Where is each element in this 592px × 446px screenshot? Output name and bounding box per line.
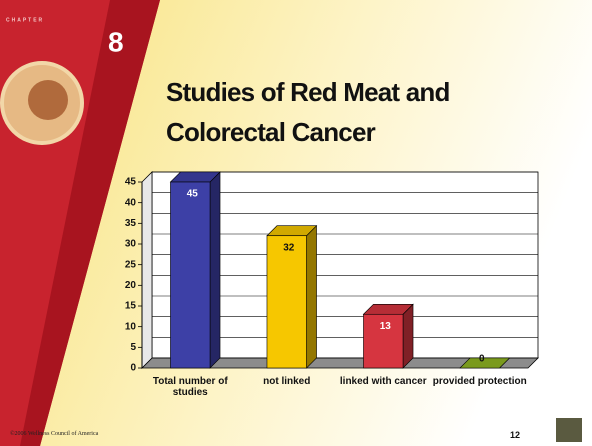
y-tick-label: 45	[125, 177, 137, 188]
bar	[169, 171, 221, 369]
x-tick-label: not linked	[263, 376, 311, 387]
portrait-face	[28, 80, 68, 120]
y-tick-label: 5	[130, 342, 136, 353]
data-label: 45	[187, 189, 199, 200]
side-wall	[141, 171, 153, 369]
chapter-label: CHAPTER	[6, 17, 44, 23]
y-tick-label: 20	[125, 280, 137, 291]
y-tick-label: 0	[130, 363, 136, 374]
y-tick-label: 15	[125, 301, 137, 312]
data-label: 32	[283, 242, 295, 253]
y-tick-label: 10	[125, 321, 137, 332]
x-tick-label: Total number of studies	[152, 376, 228, 398]
bar-side	[209, 171, 221, 369]
bar-side	[402, 303, 414, 369]
x-tick-label: linked with cancer	[339, 376, 427, 387]
logo	[556, 418, 582, 442]
x-tick-label: provided protection	[432, 376, 527, 387]
page-number: 12	[510, 430, 521, 440]
bar-top	[459, 357, 511, 369]
data-label: 0	[479, 354, 485, 365]
bar	[266, 225, 318, 369]
footer: ©2006 Wellness Council of America	[10, 431, 99, 437]
bar-front	[363, 313, 404, 369]
chapter-number: 8	[108, 26, 124, 57]
bar	[459, 357, 511, 369]
y-tick-label: 35	[125, 218, 137, 229]
red-stripe	[20, 0, 160, 446]
y-tick-label: 25	[125, 259, 137, 270]
bar-front	[170, 181, 211, 369]
bar	[362, 303, 414, 369]
y-tick-label: 40	[125, 197, 137, 208]
y-tick-label: 30	[125, 239, 137, 250]
bar-side	[306, 225, 317, 369]
chart-title: Studies of Red Meat and Colorectal Cance…	[166, 77, 450, 147]
data-label: 13	[380, 321, 392, 332]
bar-front	[266, 235, 307, 369]
